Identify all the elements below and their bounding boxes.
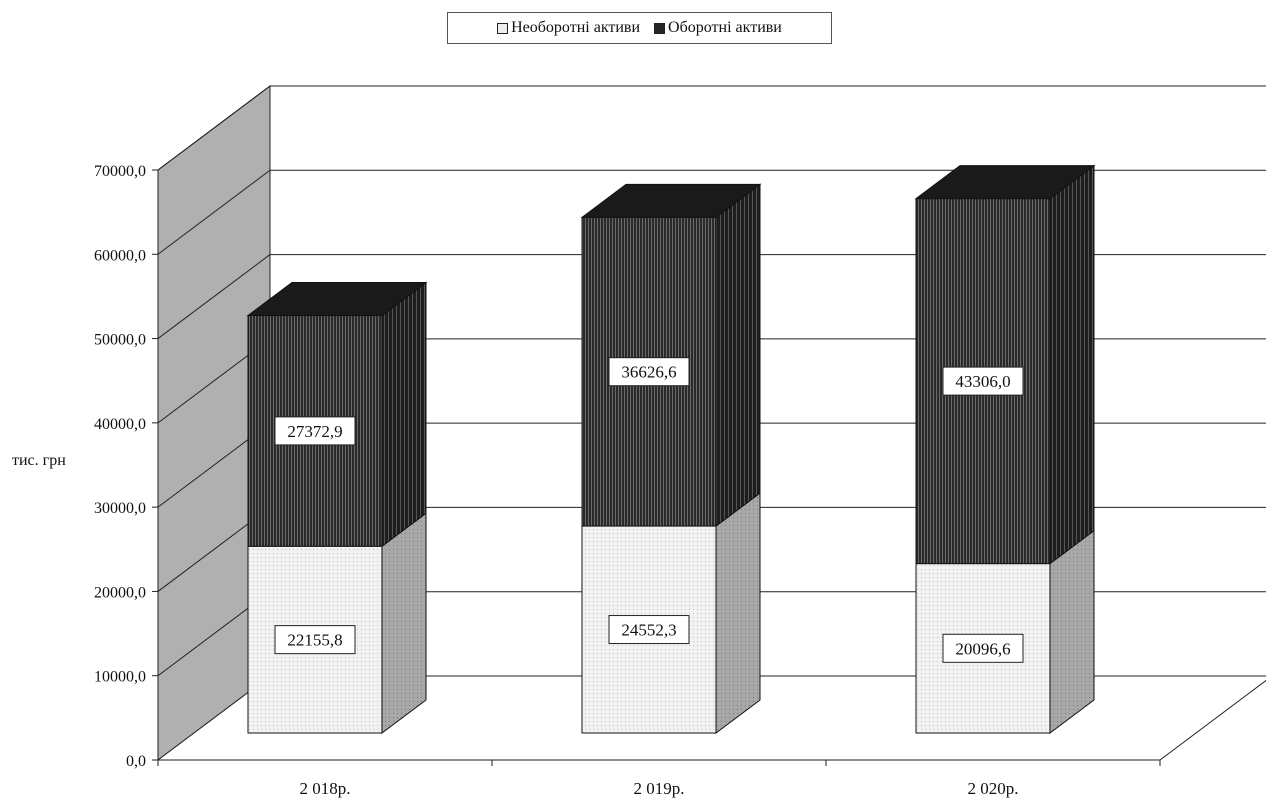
y-tick-label: 70000,0 xyxy=(94,163,146,180)
data-label-box xyxy=(274,625,356,655)
data-label: 22155,8 xyxy=(287,631,342,650)
legend-swatch-noncurrent xyxy=(497,22,509,34)
data-label: 36626,6 xyxy=(621,363,676,382)
legend: Необоротні активи Оборотні активи xyxy=(447,12,832,44)
data-label-box xyxy=(608,357,690,387)
legend-item-noncurrent: Необоротні активи xyxy=(497,19,640,37)
legend-item-current: Оборотні активи xyxy=(654,19,782,37)
data-label-box xyxy=(942,366,1024,396)
x-tick-label: 2 018р. xyxy=(300,779,351,798)
data-label: 24552,3 xyxy=(621,621,676,640)
legend-label-noncurrent: Необоротні активи xyxy=(511,19,641,36)
gridline-side xyxy=(157,169,271,255)
y-tick-label: 20000,0 xyxy=(94,584,146,601)
y-tick-label: 40000,0 xyxy=(94,416,146,433)
data-label: 20096,6 xyxy=(955,639,1010,658)
gridline-side xyxy=(157,254,271,339)
y-tick-label: 60000,0 xyxy=(94,247,146,264)
legend-swatch-current xyxy=(654,22,666,34)
y-tick-label: 50000,0 xyxy=(94,332,146,349)
gridline-side xyxy=(157,85,271,171)
bar-noncurrent-side xyxy=(1049,529,1095,734)
bar-current-side xyxy=(381,281,427,548)
data-label-box xyxy=(274,416,356,446)
legend-label-current: Оборотні активи xyxy=(668,19,782,36)
y-tick-label: 30000,0 xyxy=(94,500,146,517)
y-tick-label: 0,0 xyxy=(126,753,146,770)
data-label: 43306,0 xyxy=(955,372,1010,391)
x-tick-label: 2 020р. xyxy=(968,779,1019,798)
data-label-box xyxy=(608,615,690,645)
bar-current-top xyxy=(246,282,428,317)
bar-current-top xyxy=(914,165,1096,200)
y-axis-label: тис. грн xyxy=(12,452,66,469)
bar-current-side xyxy=(715,183,761,528)
x-tick-label: 2 019р. xyxy=(634,779,685,798)
bar-noncurrent-side xyxy=(715,492,761,734)
y-tick-label: 10000,0 xyxy=(94,669,146,686)
bar-current-side xyxy=(1049,164,1095,565)
data-label: 27372,9 xyxy=(287,422,342,441)
bar-current-top xyxy=(580,183,762,218)
data-label-box xyxy=(942,633,1024,663)
bar-noncurrent-side xyxy=(381,512,427,734)
